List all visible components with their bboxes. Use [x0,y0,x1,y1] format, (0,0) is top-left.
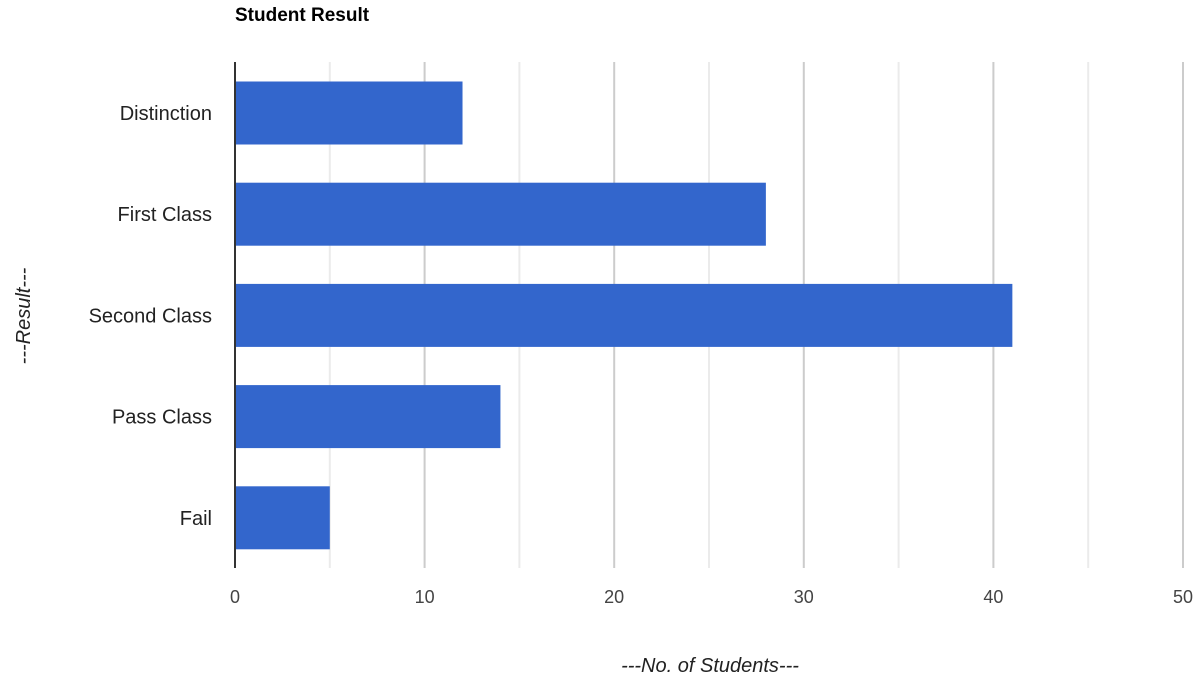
x-tick-label: 0 [230,587,240,607]
category-label: First Class [118,204,212,226]
x-tick-label: 40 [983,587,1003,607]
x-tick-labels: 0 10 20 30 40 50 [230,587,1193,607]
category-label: Pass Class [112,407,212,429]
bars [235,81,1013,550]
category-label: Second Class [89,305,212,327]
chart-title: Student Result [235,5,370,26]
x-tick-label: 50 [1173,587,1193,607]
y-axis-title: ---Result--- [13,267,35,364]
category-label: Distinction [120,103,212,125]
category-label: Fail [180,508,212,530]
bar-pass-class[interactable] [235,385,501,449]
bar-first-class[interactable] [235,182,766,246]
category-labels: Distinction First Class Second Class Pass C… [89,103,212,530]
bar-fail[interactable] [235,486,330,550]
x-tick-label: 20 [604,587,624,607]
x-tick-label: 10 [415,587,435,607]
x-tick-label: 30 [794,587,814,607]
x-axis-title: ---No. of Students--- [621,655,799,677]
bar-distinction[interactable] [235,81,463,145]
bar-second-class[interactable] [235,283,1013,347]
